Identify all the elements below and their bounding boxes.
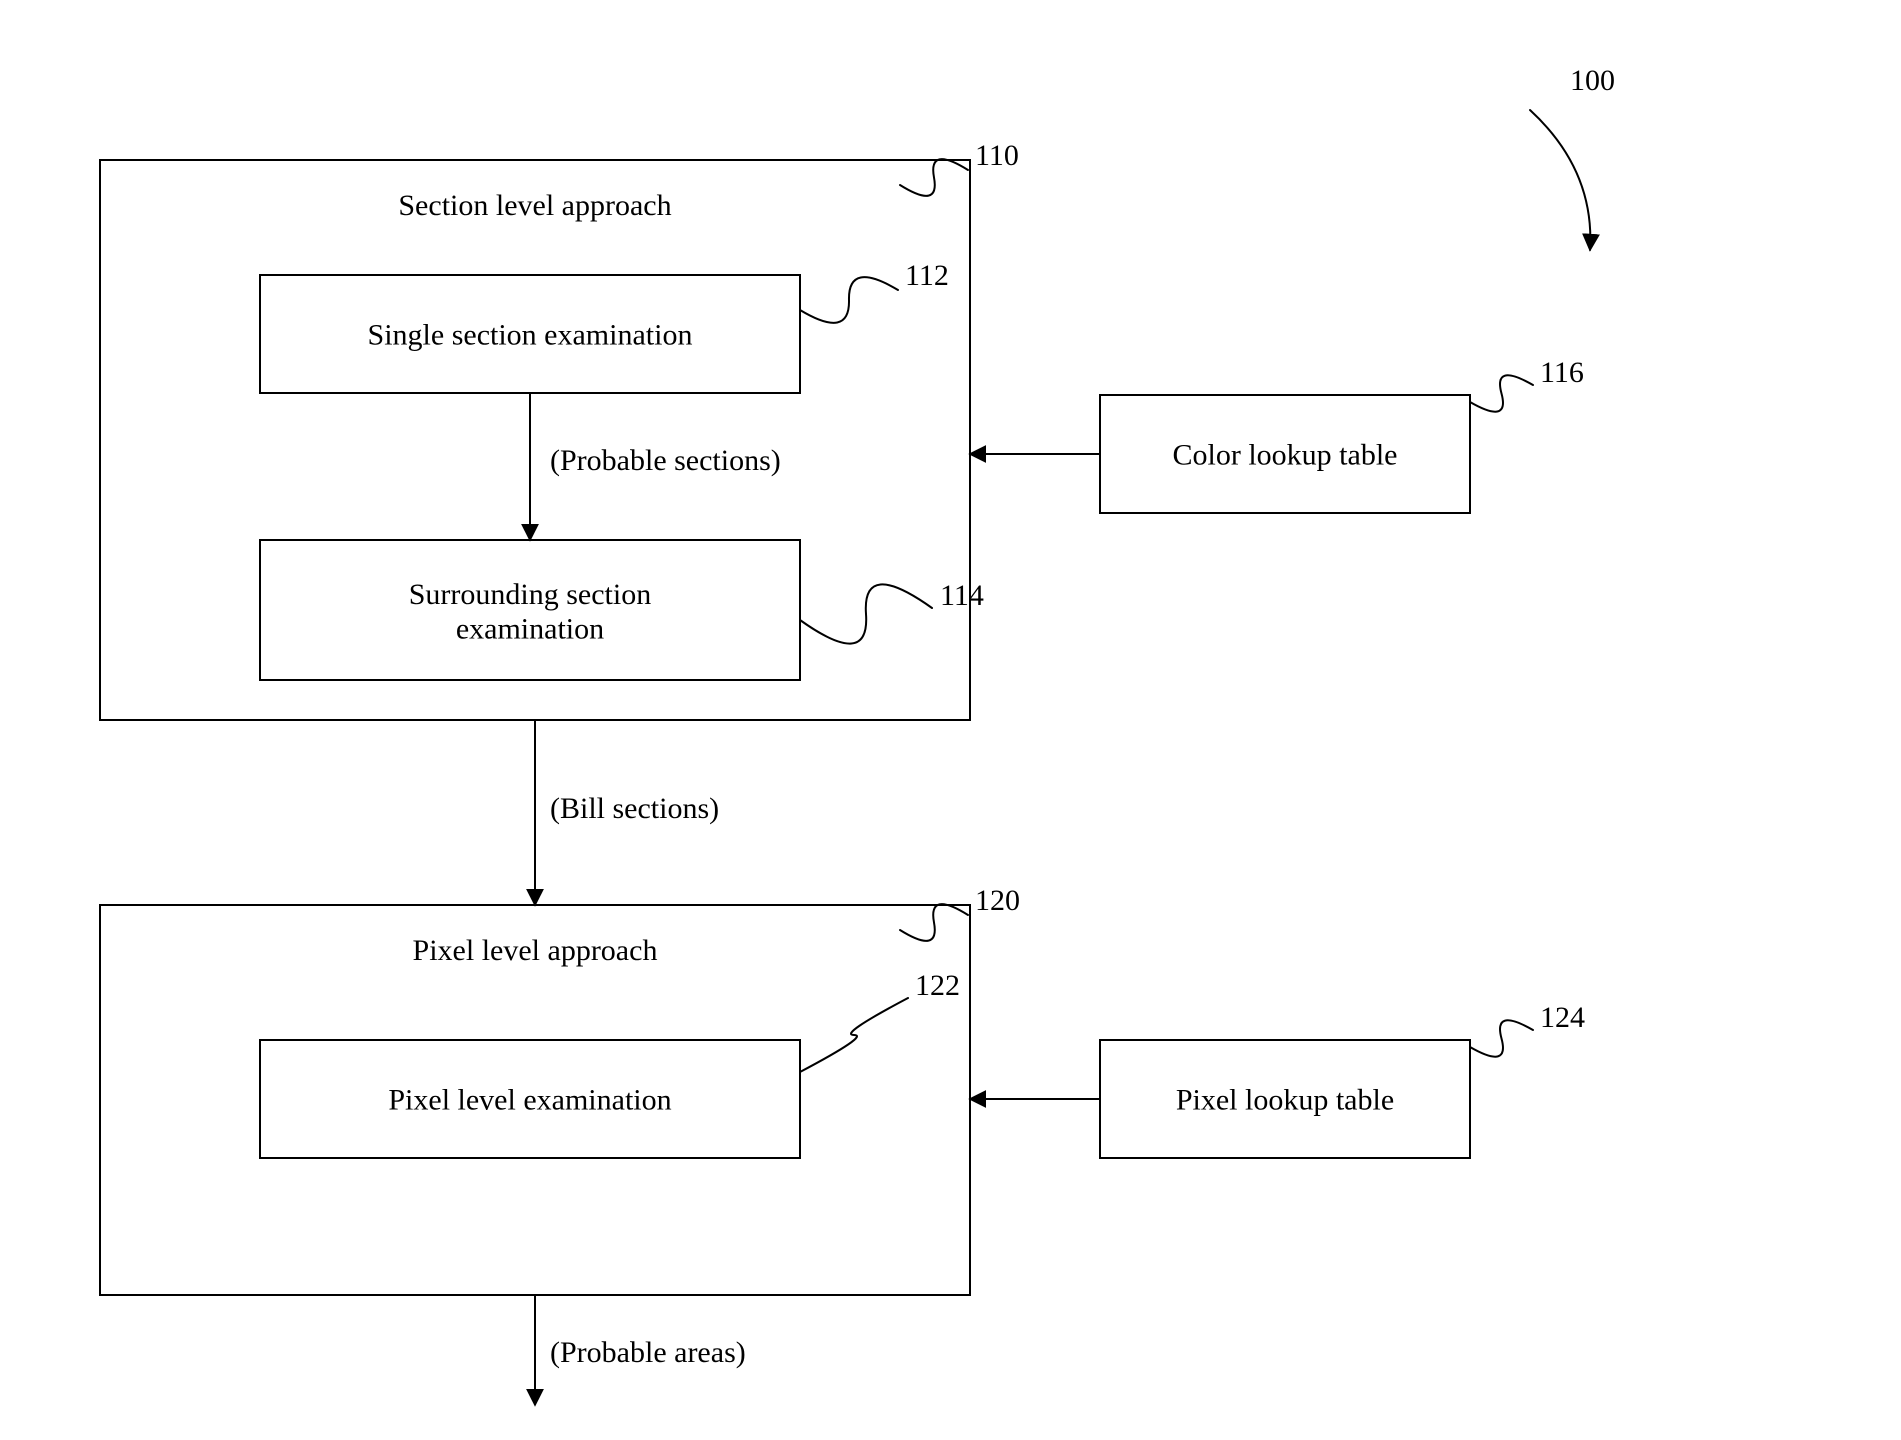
figure-ref-arc bbox=[1530, 110, 1590, 250]
figure-ref-100: 100 bbox=[1530, 64, 1615, 250]
pixel-level-title: Pixel level approach bbox=[413, 934, 658, 967]
pixel-exam-label: Pixel level examination bbox=[388, 1084, 671, 1117]
callouts-layer: 110 112 114 116 120 122 124 bbox=[800, 139, 1585, 1072]
surrounding-exam-label: Surrounding sectionexamination bbox=[409, 578, 651, 646]
edge-label: (Probable sections) bbox=[550, 444, 781, 477]
color-lut-block: Color lookup table bbox=[1100, 395, 1470, 513]
callout-squiggle bbox=[800, 998, 908, 1072]
flowchart-canvas: 100 Section level approach Single sectio… bbox=[0, 0, 1901, 1440]
ref-number: 114 bbox=[940, 579, 984, 612]
ref-number: 112 bbox=[905, 259, 949, 292]
callout-squiggle bbox=[1470, 375, 1533, 411]
callout-squiggle bbox=[1470, 1020, 1533, 1056]
callout-squiggle bbox=[900, 159, 968, 196]
color-lut-label: Color lookup table bbox=[1173, 439, 1398, 472]
edge-label: (Bill sections) bbox=[550, 792, 719, 825]
ref-number: 120 bbox=[975, 884, 1020, 917]
section-level-title: Section level approach bbox=[398, 189, 671, 222]
callout-squiggle bbox=[800, 277, 898, 323]
pixel-lut-label: Pixel lookup table bbox=[1176, 1084, 1394, 1117]
pixel-lut-block: Pixel lookup table bbox=[1100, 1040, 1470, 1158]
ref-number: 116 bbox=[1540, 356, 1584, 389]
ref-number: 110 bbox=[975, 139, 1019, 172]
callout-squiggle bbox=[800, 584, 932, 643]
edge-label: (Probable areas) bbox=[550, 1336, 746, 1369]
ref-number: 122 bbox=[915, 969, 960, 1002]
callout-squiggle bbox=[900, 904, 968, 941]
figure-ref-label: 100 bbox=[1570, 64, 1615, 97]
ref-number: 124 bbox=[1540, 1001, 1585, 1034]
pixel-level-block: Pixel level approach Pixel level examina… bbox=[100, 905, 970, 1295]
section-level-block: Section level approach Single section ex… bbox=[100, 160, 970, 720]
single-exam-label: Single section examination bbox=[368, 319, 693, 352]
